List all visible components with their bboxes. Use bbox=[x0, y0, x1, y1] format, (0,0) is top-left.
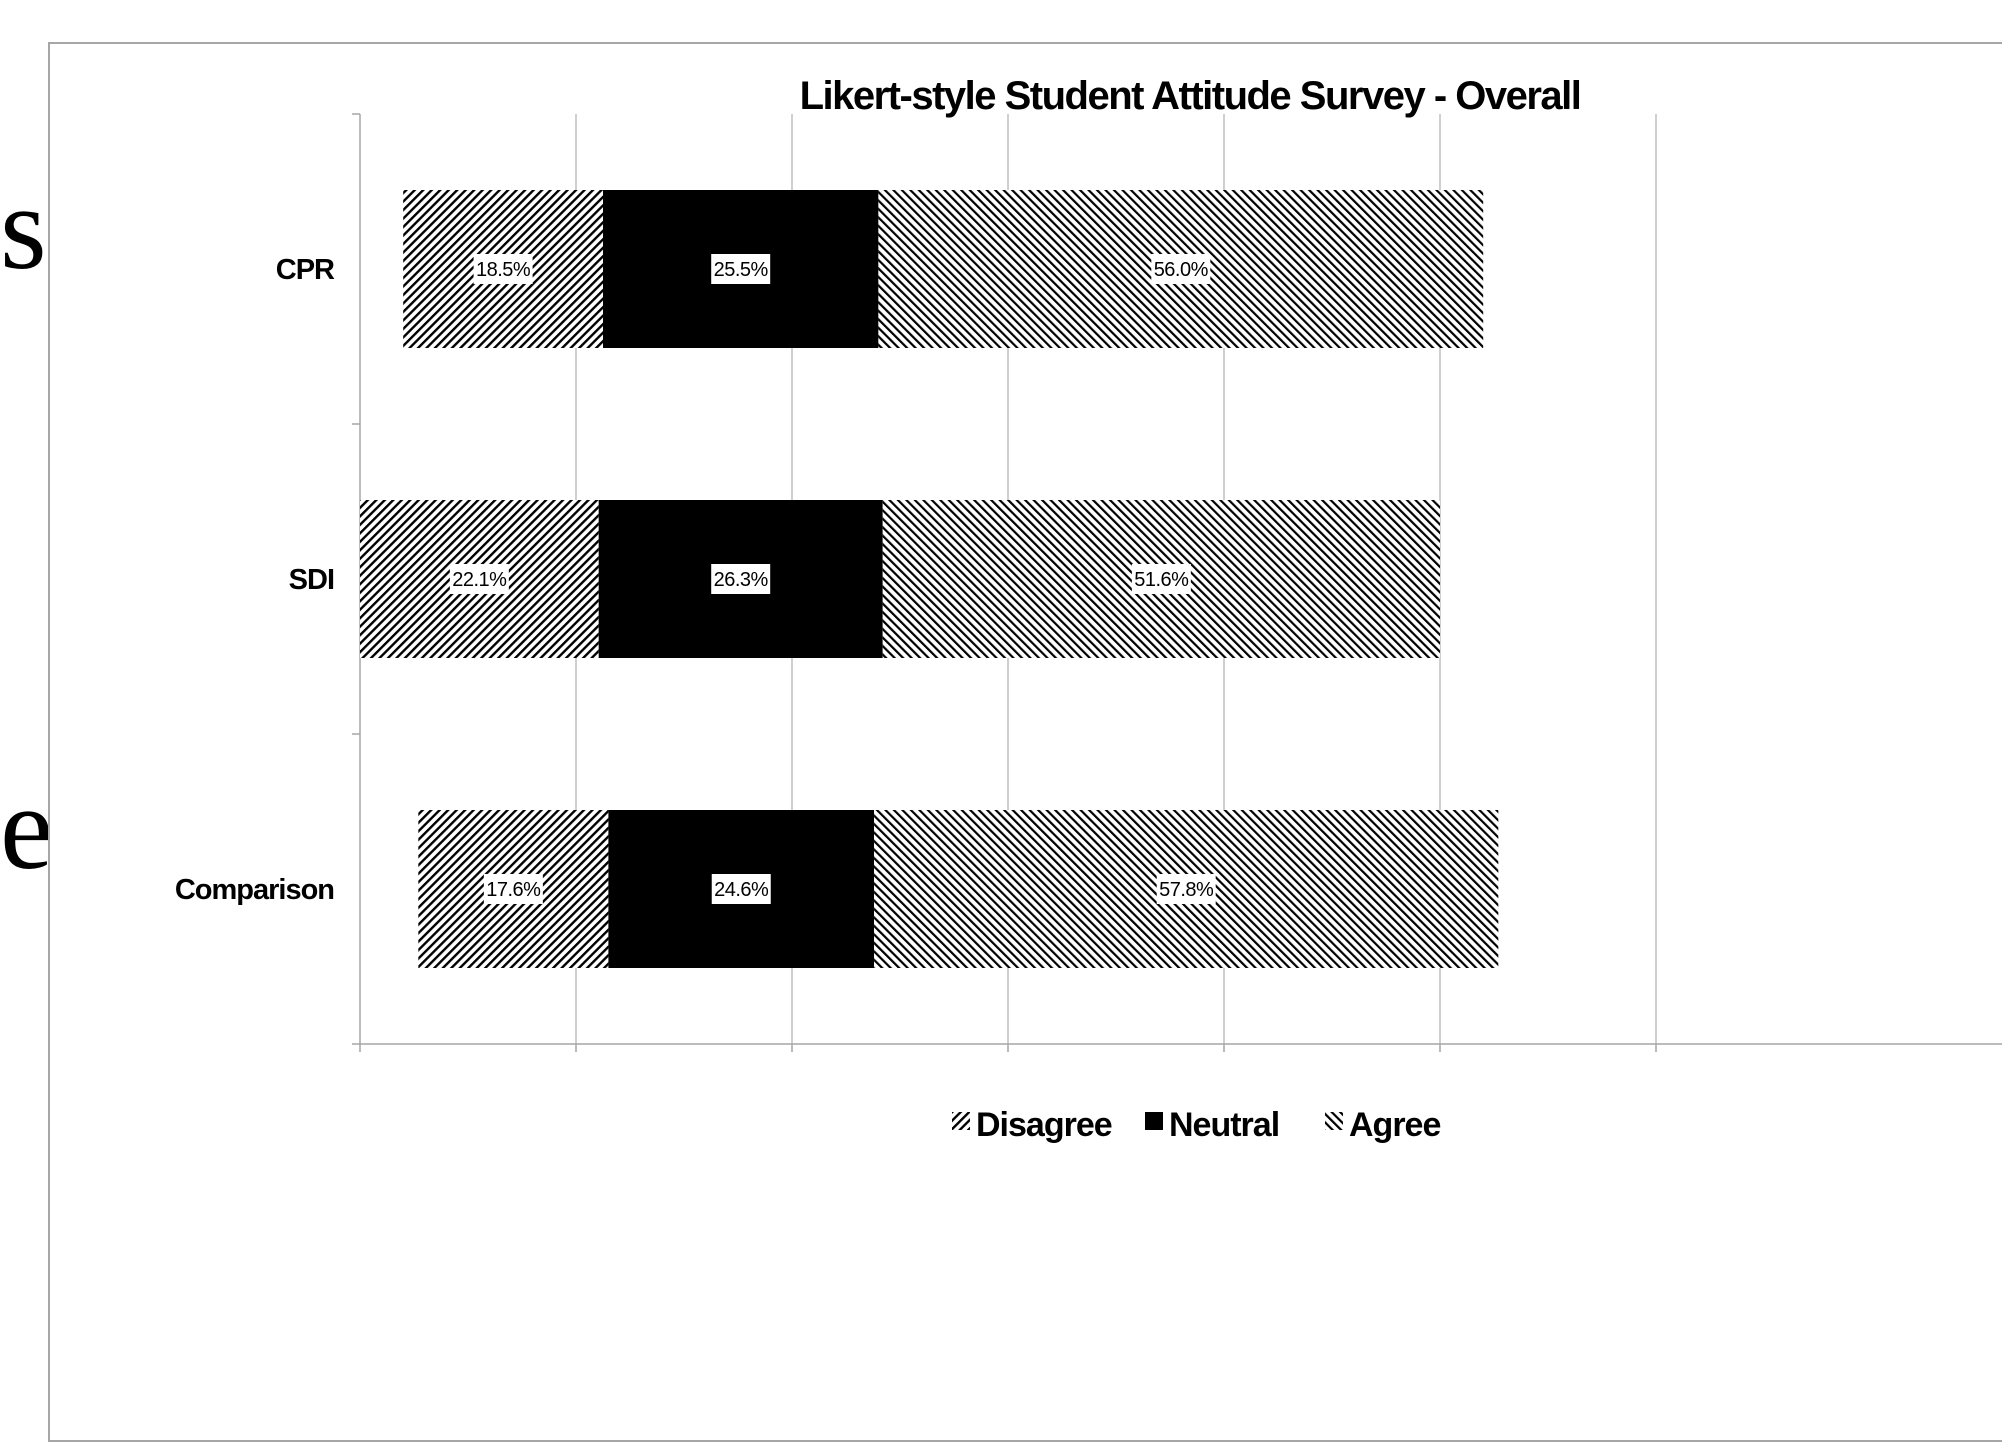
legend-label-neutral: Neutral bbox=[1169, 1106, 1279, 1144]
data-label-agree-comparison: 57.8% bbox=[1159, 879, 1214, 901]
data-label-neutral-sdi: 26.3% bbox=[714, 569, 769, 591]
data-label-box bbox=[1131, 564, 1191, 594]
legend: Disagree Neutral Agree bbox=[952, 1106, 1441, 1144]
plot-area: CPR 18.5% 25.5% 56.0% SDI 22.1% 26.3% 51.6% Comp… bbox=[175, 113, 2002, 1052]
chart-canvas: Likert-style Student Attitude Survey - O… bbox=[175, 74, 2002, 1144]
chart-frame: Likert-style Student Attitude Survey - O… bbox=[48, 42, 2002, 1442]
legend-label-agree: Agree bbox=[1349, 1106, 1440, 1144]
data-label-box bbox=[711, 254, 771, 284]
data-label-box bbox=[711, 564, 771, 594]
legend-label-disagree: Disagree bbox=[976, 1106, 1112, 1144]
category-label-sdi: SDI bbox=[289, 564, 334, 596]
category-label-comparison: Comparison bbox=[175, 874, 334, 906]
data-label-neutral-cpr: 25.5% bbox=[714, 259, 769, 281]
data-label-disagree-comparison: 17.6% bbox=[486, 879, 541, 901]
data-label-box bbox=[483, 874, 543, 904]
data-label-disagree-sdi: 22.1% bbox=[452, 569, 507, 591]
data-label-box bbox=[449, 564, 509, 594]
data-label-box bbox=[473, 254, 533, 284]
legend-swatch-disagree bbox=[952, 1112, 970, 1130]
chart-title: Likert-style Student Attitude Survey - O… bbox=[800, 74, 1581, 118]
category-label-cpr: CPR bbox=[276, 254, 335, 286]
data-label-box bbox=[1156, 874, 1216, 904]
data-label-agree-cpr: 56.0% bbox=[1154, 259, 1209, 281]
legend-swatch-neutral bbox=[1145, 1112, 1163, 1130]
data-label-neutral-comparison: 24.6% bbox=[714, 879, 769, 901]
data-label-agree-sdi: 51.6% bbox=[1134, 569, 1189, 591]
data-label-disagree-cpr: 18.5% bbox=[476, 259, 531, 281]
legend-swatch-agree bbox=[1325, 1112, 1343, 1130]
data-label-box bbox=[711, 874, 771, 904]
data-label-box bbox=[1151, 254, 1211, 284]
slide-text-fragment-middle: e bbox=[0, 761, 54, 894]
